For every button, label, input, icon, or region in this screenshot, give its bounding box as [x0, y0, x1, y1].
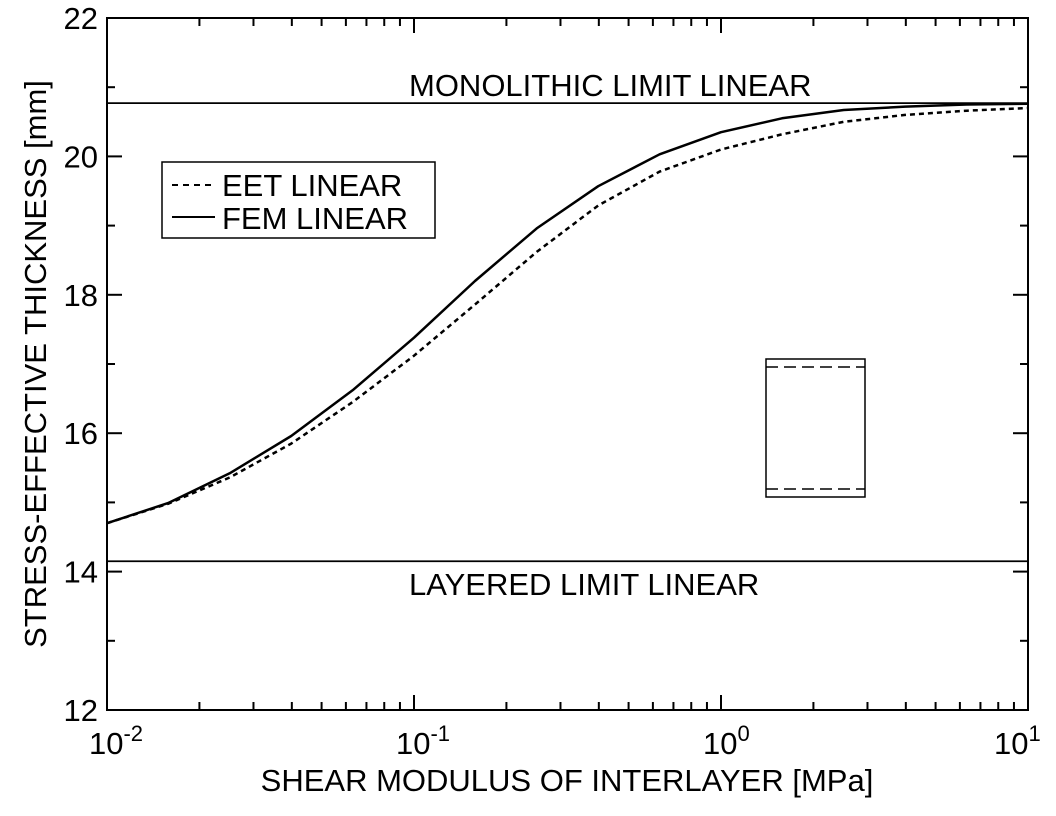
y-tick-label: 22	[64, 1, 98, 36]
legend-label-eet: EET LINEAR	[222, 168, 402, 203]
plot-frame	[106, 17, 1029, 711]
reference-line-label: MONOLITHIC LIMIT LINEAR	[409, 68, 812, 103]
series-line-eet-linear	[106, 106, 1029, 525]
x-tick-label: 10-1	[396, 721, 450, 761]
legend: EET LINEAR FEM LINEAR	[161, 161, 436, 239]
y-axis-title: STRESS-EFFECTIVE THICKNESS [mm]	[18, 80, 53, 648]
reference-lines: MONOLITHIC LIMIT LINEAR LAYERED LIMIT LIN…	[107, 68, 1028, 602]
data-series	[106, 102, 1029, 525]
series-line-fem-linear	[106, 102, 1029, 525]
x-tick-label: 101	[994, 721, 1041, 761]
y-tick-label: 14	[64, 555, 98, 590]
cross-section-icon	[765, 358, 866, 498]
y-tick-labels: 12 14 16 18 20 22	[64, 1, 98, 728]
x-tick-labels: 10-2 10-1 100 101	[89, 721, 1041, 761]
y-tick-label: 18	[64, 278, 98, 313]
x-tick-label: 100	[703, 721, 750, 761]
y-tick-label: 16	[64, 416, 98, 451]
y-tick-label: 20	[64, 139, 98, 174]
reference-line-label: LAYERED LIMIT LINEAR	[409, 567, 759, 602]
x-axis-title: SHEAR MODULUS OF INTERLAYER [MPa]	[261, 763, 874, 798]
legend-box	[161, 161, 436, 239]
x-tick-label: 10-2	[89, 721, 143, 761]
y-tick-label: 12	[64, 693, 98, 728]
axis-ticks	[106, 17, 1029, 711]
legend-label-fem: FEM LINEAR	[222, 201, 408, 236]
